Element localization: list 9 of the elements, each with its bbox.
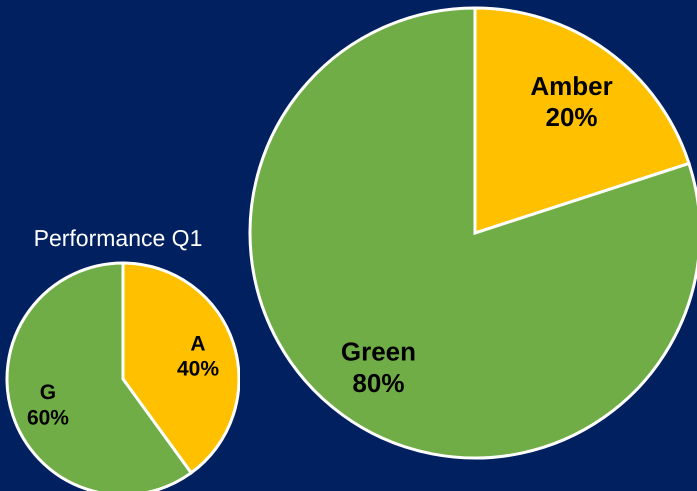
slice-label: G — [40, 381, 56, 404]
slice-label: A — [190, 332, 206, 356]
data-label: 20% — [546, 102, 598, 132]
data-label: 80% — [352, 368, 404, 398]
slice-label: Amber — [530, 70, 613, 101]
data-label: 60% — [26, 406, 70, 430]
slice-label: Green — [340, 336, 416, 367]
chart-title: Performance Q1 — [32, 224, 204, 252]
data-label: 40% — [177, 358, 220, 381]
